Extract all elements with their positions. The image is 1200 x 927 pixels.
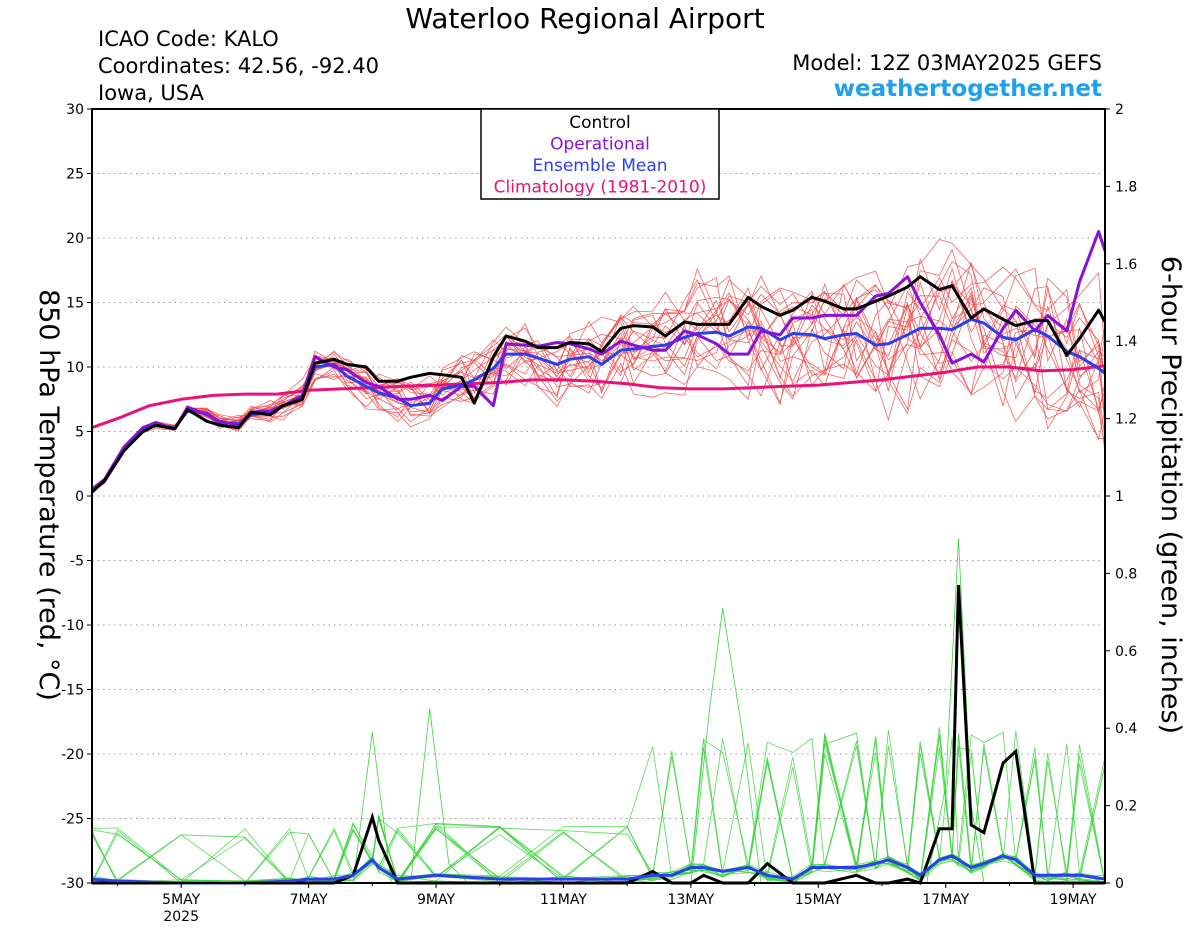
website-link[interactable]: weathertogether.net	[833, 76, 1102, 102]
y-left-tick-label: -5	[70, 554, 84, 570]
temperature-member-line	[91, 283, 1106, 489]
temperature-member-line	[91, 281, 1106, 492]
y-right-tick-label: 0.6	[1115, 644, 1137, 660]
temperature-member-line	[91, 260, 1106, 490]
x-tick-label: 19MAY	[1050, 892, 1097, 908]
y-right-tick-label: 0.2	[1115, 799, 1137, 815]
legend-entry: Climatology (1981-2010)	[494, 178, 707, 198]
temperature-control-line	[90, 275, 1107, 494]
x-tick-label: 13MAY	[667, 892, 714, 908]
y-right-tick-label: 1	[1115, 489, 1124, 505]
coordinates: Coordinates: 42.56, -92.40	[98, 54, 379, 78]
region: Iowa, USA	[98, 81, 204, 105]
y-left-tick-label: 5	[75, 425, 84, 441]
y-right-tick-label: 0.8	[1115, 566, 1137, 582]
y-right-tick-label: 0	[1115, 876, 1124, 892]
x-tick-label: 9MAY	[417, 892, 455, 908]
main-series	[90, 230, 1107, 885]
y-left-tick-label: 20	[66, 231, 84, 247]
temperature-member-line	[91, 283, 1106, 492]
gridlines	[92, 173, 1105, 819]
model-run: Model: 12Z 03MAY2025 GEFS	[792, 51, 1102, 75]
x-tick-sublabel: 2025	[163, 909, 199, 925]
y-left-tick-label: -25	[61, 812, 84, 828]
y-left-tick-label: -30	[61, 876, 84, 892]
precip-mean-line	[91, 854, 1106, 885]
y-left-tick-label: 10	[66, 360, 84, 376]
precip-member-peak	[352, 732, 392, 884]
x-tick-label: 15MAY	[795, 892, 842, 908]
x-tick-label: 17MAY	[922, 892, 969, 908]
y-axis-right-label: 6-hour Precipitation (green, inches)	[1155, 256, 1186, 734]
axes: 302520151050-5-10-15-20-25-3021.81.61.41…	[61, 102, 1137, 925]
temperature-member-line	[91, 261, 1106, 493]
y-left-tick-label: 25	[66, 167, 84, 183]
legend-entry: Ensemble Mean	[532, 156, 667, 176]
precip-member-peak	[410, 708, 469, 884]
y-right-tick-label: 0.4	[1115, 721, 1137, 737]
y-left-tick-label: -10	[61, 618, 84, 634]
temperature-member-line	[91, 266, 1106, 490]
precip-member-peak	[690, 608, 762, 884]
precip-member-line	[91, 731, 1106, 884]
chart-title: Waterloo Regional Airport	[405, 2, 765, 35]
x-tick-label: 11MAY	[540, 892, 587, 908]
temperature-operational-line	[91, 230, 1107, 491]
y-left-tick-label: 0	[75, 489, 84, 505]
precip-member-line	[91, 733, 1106, 884]
legend-box	[480, 108, 720, 200]
y-left-tick-label: -15	[61, 683, 84, 699]
temperature-climatology-line	[91, 364, 1106, 430]
y-left-tick-label: -20	[61, 747, 84, 763]
icao-code: ICAO Code: KALO	[98, 27, 279, 51]
x-tick-label: 5MAY	[162, 892, 200, 908]
legend-entry: Operational	[550, 135, 650, 155]
y-axis-left-label: 850 hPa Temperature (red, °C)	[33, 289, 64, 701]
y-left-tick-label: 30	[66, 102, 84, 118]
precip-member-peak	[926, 538, 985, 884]
precip-member-line	[91, 734, 1106, 884]
temperature-mean-line	[91, 317, 1106, 491]
y-right-tick-label: 1.4	[1115, 334, 1137, 350]
y-right-tick-label: 1.6	[1115, 257, 1137, 273]
x-tick-label: 7MAY	[290, 892, 328, 908]
temperature-member-line	[91, 257, 1106, 492]
temperature-member-line	[91, 283, 1106, 491]
y-right-tick-label: 2	[1115, 102, 1124, 118]
y-right-tick-label: 1.8	[1115, 179, 1137, 195]
temperature-member-line	[91, 264, 1106, 490]
legend-entry: Control	[569, 113, 630, 133]
y-right-tick-label: 1.2	[1115, 412, 1137, 428]
temperature-member-line	[91, 285, 1106, 490]
y-left-tick-label: 15	[66, 296, 84, 312]
